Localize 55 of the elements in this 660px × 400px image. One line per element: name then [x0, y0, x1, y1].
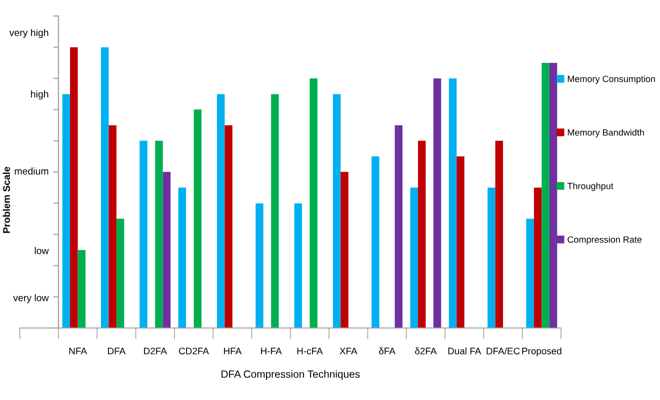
bar [542, 62, 550, 328]
x-tick-label: CD2FA [179, 348, 209, 354]
x-tick-label: D2FA [144, 348, 167, 354]
bar [162, 172, 171, 328]
legend-label: Throughput [567, 182, 614, 191]
annotation: very low [13, 294, 49, 304]
bar [108, 125, 116, 328]
legend-label: Memory Consumption [568, 75, 655, 84]
x-tick-label: HFA [224, 348, 242, 354]
bar [216, 94, 225, 328]
bar [140, 140, 148, 328]
text: very high [9, 28, 48, 38]
legend-label: Memory Bandwidth [568, 129, 644, 138]
legend-label: Compression Rate [568, 236, 642, 245]
bar [495, 140, 504, 328]
bar [271, 94, 279, 328]
x-tick-label: DFA/EC [486, 347, 520, 354]
x-tick-label: Proposed [522, 347, 562, 356]
bar [410, 188, 418, 328]
x-tick-label: DFA [108, 348, 126, 354]
y-axis-title: Problem Scale [2, 166, 10, 233]
bar [340, 172, 348, 328]
x-tick-label: H-cFA [297, 348, 323, 354]
annotation: low [34, 247, 49, 254]
bar [448, 78, 457, 328]
x-tick-label: δFA [379, 347, 396, 354]
bar [418, 140, 426, 328]
bar [488, 188, 496, 328]
bar [62, 94, 70, 328]
bar [433, 78, 442, 328]
bar [224, 125, 232, 328]
x-tick-label: XFA [340, 348, 358, 354]
x-tick-label: H-FA [261, 348, 282, 354]
annotation: high [31, 90, 48, 100]
x-tick-label: δ2FA [415, 347, 437, 354]
bar [456, 156, 464, 328]
bar [70, 47, 78, 328]
bar [526, 218, 534, 328]
bar [100, 47, 109, 328]
x-axis-title: DFA Compression Techniques [222, 370, 360, 380]
x-tick-label: Dual FA [448, 347, 482, 354]
bar [394, 125, 403, 328]
bar [256, 203, 264, 328]
bar [372, 156, 380, 328]
bar [332, 94, 341, 328]
bar [294, 203, 302, 328]
bar [155, 140, 163, 328]
bar [194, 110, 202, 328]
bar [116, 218, 124, 328]
x-tick-label: NFA [69, 348, 87, 354]
bar [310, 78, 318, 328]
annotation: medium [14, 167, 48, 175]
bar [178, 188, 186, 328]
bar [534, 188, 542, 328]
bar [78, 250, 86, 328]
